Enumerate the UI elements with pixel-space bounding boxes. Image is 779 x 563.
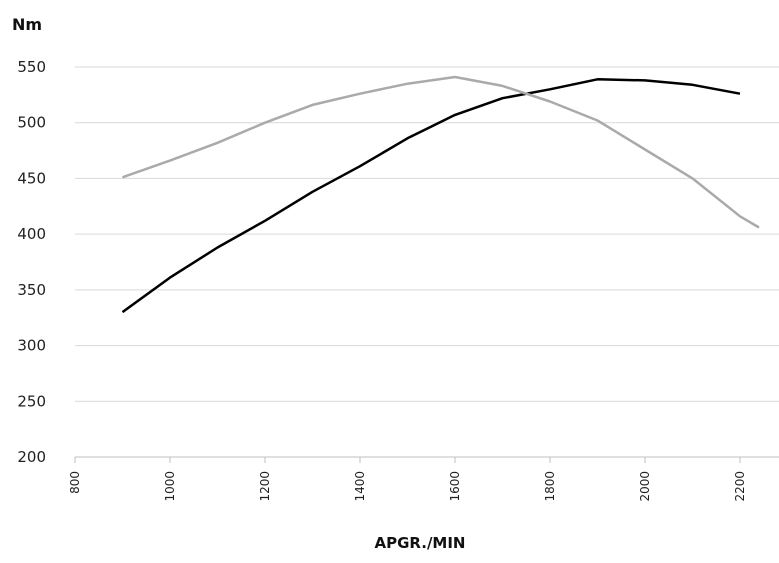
series-lines bbox=[121, 75, 760, 314]
x-tick-label: 1400 bbox=[353, 471, 367, 502]
gridlines bbox=[75, 66, 779, 458]
x-tick-label: 1800 bbox=[543, 471, 557, 502]
x-tick-label: 1000 bbox=[163, 471, 177, 502]
x-tick-label: 1200 bbox=[258, 471, 272, 502]
x-axis-title: APGR./MIN bbox=[375, 534, 466, 552]
y-tick-label: 450 bbox=[17, 169, 46, 187]
series-line-1 bbox=[121, 78, 741, 314]
x-tick-label: 2200 bbox=[733, 471, 747, 502]
x-tick-labels: 800 1000 1200 1400 1600 1800 2000 2200 bbox=[68, 457, 747, 502]
y-tick-labels: 200 250 300 350 400 450 500 550 bbox=[17, 58, 46, 466]
y-axis-title: Nm bbox=[12, 15, 42, 34]
y-tick-label: 550 bbox=[17, 58, 46, 76]
y-tick-label: 500 bbox=[17, 114, 46, 132]
y-tick-label: 200 bbox=[17, 448, 46, 466]
y-tick-label: 350 bbox=[17, 281, 46, 299]
y-tick-label: 250 bbox=[17, 392, 46, 410]
y-tick-label: 400 bbox=[17, 225, 46, 243]
x-tick-label: 2000 bbox=[638, 471, 652, 502]
x-tick-label: 1600 bbox=[448, 471, 462, 502]
x-tick-label: 800 bbox=[68, 471, 82, 494]
y-tick-label: 300 bbox=[17, 337, 46, 355]
series-line-2 bbox=[122, 75, 760, 229]
